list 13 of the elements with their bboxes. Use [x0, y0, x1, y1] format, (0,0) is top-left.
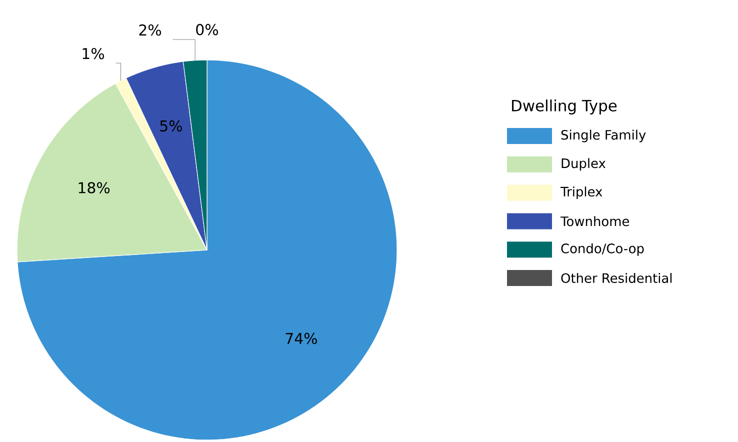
- legend-label: Other Residential: [561, 272, 672, 283]
- data-label: 5%: [160, 120, 182, 132]
- data-label: 1%: [82, 48, 104, 60]
- legend-title: Dwelling Type: [512, 100, 617, 114]
- legend-label: Single Family: [561, 130, 646, 142]
- data-label: 18%: [78, 182, 110, 194]
- text: 0%: [196, 24, 218, 36]
- data-label: 2%: [139, 24, 162, 36]
- legend-label: Townhome: [560, 216, 630, 226]
- legend-label: Duplex: [562, 158, 606, 171]
- legend-label: Condo/Co-op: [561, 243, 644, 256]
- data-label: 74%: [286, 332, 317, 344]
- legend-label: Triplex: [560, 186, 602, 200]
